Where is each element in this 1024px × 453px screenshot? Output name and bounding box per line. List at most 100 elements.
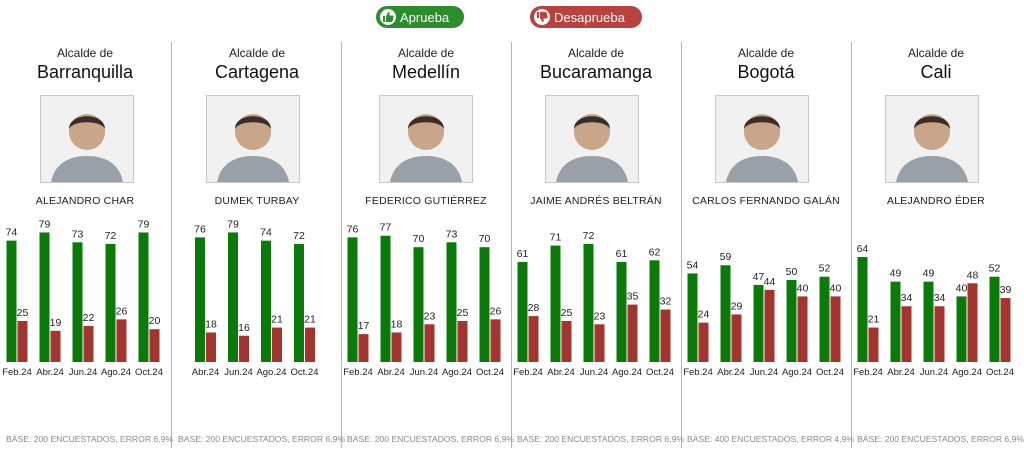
bar-approve xyxy=(294,243,304,362)
bar-disapprove xyxy=(830,296,841,362)
bar-disapprove xyxy=(731,314,742,362)
bar-disapprove xyxy=(660,309,671,362)
panel-role: Alcalde de xyxy=(228,46,286,60)
x-tick-label: Jun.24 xyxy=(750,367,779,378)
data-label-disapprove: 25 xyxy=(17,307,29,319)
data-label-approve: 61 xyxy=(517,248,529,260)
x-tick-label: Feb.24 xyxy=(343,367,373,378)
bar-disapprove xyxy=(764,289,775,362)
data-label-approve: 70 xyxy=(479,233,491,245)
bar-disapprove xyxy=(490,319,501,362)
bar-disapprove xyxy=(1000,298,1011,362)
data-label-approve: 77 xyxy=(380,222,392,234)
bar-approve xyxy=(517,261,528,362)
sample-base-note: BASE: 200 ENCUESTADOS, ERROR 6,9% xyxy=(517,434,684,444)
bar-approve xyxy=(39,232,50,362)
mayor-name: FEDERICO GUTIÉRREZ xyxy=(365,195,487,207)
bar-disapprove xyxy=(50,330,61,362)
data-label-disapprove: 25 xyxy=(457,307,469,319)
x-tick-label: Ago.24 xyxy=(101,367,131,378)
x-tick-label: Ago.24 xyxy=(612,367,642,378)
x-tick-label: Feb.24 xyxy=(513,367,543,378)
bar-approve xyxy=(479,247,490,362)
approval-bar-chart: 76 18 Abr.24 79 16 Jun.24 74 21 Ago.24 72 21 Oct.24 xyxy=(192,218,319,378)
bar-disapprove xyxy=(424,324,435,362)
legend-approve: Aprueba xyxy=(376,6,464,28)
sample-base-note: BASE: 400 ENCUESTADOS, ERROR 4,9% xyxy=(687,434,854,444)
mayor-panel: Alcalde de Barranquilla ALEJANDRO CHAR 74 25… xyxy=(0,40,173,448)
bar-approve xyxy=(6,240,17,362)
panel-divider xyxy=(851,42,852,448)
bar-approve xyxy=(138,232,149,362)
x-tick-label: Abr.24 xyxy=(717,367,744,378)
bar-disapprove xyxy=(239,335,249,362)
person-silhouette-icon xyxy=(726,114,798,182)
data-label-disapprove: 32 xyxy=(660,296,672,308)
sample-base-note: BASE: 200 ENCUESTADOS, ERROR 6,9% xyxy=(178,434,345,444)
thumbs-down-icon xyxy=(534,9,550,25)
bar-disapprove xyxy=(272,327,282,362)
data-label-approve: 47 xyxy=(753,271,765,283)
bar-disapprove xyxy=(83,325,94,362)
bar-disapprove xyxy=(457,321,468,362)
data-label-approve: 79 xyxy=(138,218,150,230)
mayor-photo xyxy=(885,95,979,183)
panel-divider xyxy=(341,42,342,448)
x-tick-label: Jun.24 xyxy=(410,367,439,378)
data-label-disapprove: 26 xyxy=(116,305,128,317)
x-tick-label: Jun.24 xyxy=(69,367,98,378)
panel-city: Bogotá xyxy=(737,62,795,82)
panel-divider xyxy=(511,42,512,448)
bar-disapprove xyxy=(627,304,638,362)
data-label-approve: 54 xyxy=(687,259,699,271)
data-label-approve: 64 xyxy=(857,243,869,255)
data-label-disapprove: 34 xyxy=(934,292,946,304)
data-label-disapprove: 21 xyxy=(868,314,880,326)
bar-disapprove xyxy=(797,296,808,362)
bar-disapprove xyxy=(305,327,315,362)
bar-disapprove xyxy=(698,322,709,362)
mayor-name: DUMEK TURBAY xyxy=(214,195,300,207)
data-label-approve: 79 xyxy=(39,218,51,230)
bar-approve xyxy=(583,243,594,362)
bar-approve xyxy=(446,242,457,362)
mayor-panel: Alcalde de Bogotá CARLOS FERNANDO GALÁN 54 2… xyxy=(681,40,854,448)
bar-approve xyxy=(720,265,731,362)
data-label-disapprove: 21 xyxy=(271,314,283,326)
bar-disapprove xyxy=(901,306,912,362)
panel-role: Alcalde de xyxy=(737,46,795,60)
panel-role: Alcalde de xyxy=(907,46,965,60)
person-silhouette-icon xyxy=(556,114,628,182)
approval-bar-chart: 61 28 Feb.24 71 25 Abr.24 72 23 Jun.24 61 35 Ago.24… xyxy=(513,230,674,378)
data-label-disapprove: 28 xyxy=(528,302,540,314)
bar-approve xyxy=(649,260,660,362)
x-tick-label: Feb.24 xyxy=(853,367,883,378)
mayor-name: JAIME ANDRÉS BELTRÁN xyxy=(530,195,662,207)
bar-disapprove xyxy=(358,334,369,362)
bar-disapprove xyxy=(967,283,978,362)
bar-disapprove xyxy=(528,316,539,362)
bar-disapprove xyxy=(116,319,127,362)
data-label-disapprove: 26 xyxy=(490,305,502,317)
data-label-disapprove: 20 xyxy=(149,315,161,327)
panel-city: Medellín xyxy=(391,62,461,82)
x-tick-label: Abr.24 xyxy=(547,367,574,378)
data-label-approve: 76 xyxy=(347,223,359,235)
bar-approve xyxy=(753,284,764,362)
sample-base-note: BASE: 200 ENCUESTADOS, ERROR 6,9% xyxy=(347,434,514,444)
data-label-approve: 74 xyxy=(6,227,18,239)
bar-approve xyxy=(890,281,901,362)
data-label-disapprove: 22 xyxy=(83,312,95,324)
data-label-disapprove: 23 xyxy=(424,310,436,322)
mayor-photo xyxy=(40,95,134,183)
x-tick-label: Jun.24 xyxy=(920,367,949,378)
data-label-approve: 40 xyxy=(956,282,968,294)
bar-approve xyxy=(687,273,698,362)
data-label-approve: 49 xyxy=(923,268,935,280)
bar-approve xyxy=(347,237,358,362)
bar-approve xyxy=(616,261,627,362)
person-silhouette-icon xyxy=(390,114,462,182)
bar-disapprove xyxy=(594,324,605,362)
